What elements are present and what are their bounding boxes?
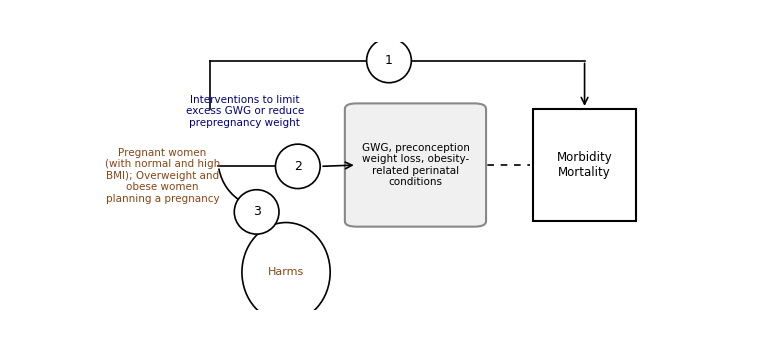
Text: Interventions to limit
excess GWG or reduce
prepregnancy weight: Interventions to limit excess GWG or red… <box>186 95 304 128</box>
Text: Harms: Harms <box>268 267 304 277</box>
FancyBboxPatch shape <box>345 103 486 227</box>
Text: 2: 2 <box>294 160 302 173</box>
Ellipse shape <box>235 190 279 234</box>
Ellipse shape <box>242 222 330 322</box>
Text: 1: 1 <box>385 54 393 67</box>
Text: Pregnant women
(with normal and high
BMI); Overweight and
obese women
planning a: Pregnant women (with normal and high BMI… <box>105 148 220 204</box>
Text: GWG, preconception
weight loss, obesity-
related perinatal
conditions: GWG, preconception weight loss, obesity-… <box>361 143 469 188</box>
Ellipse shape <box>276 144 320 189</box>
FancyBboxPatch shape <box>533 109 636 221</box>
Ellipse shape <box>367 38 411 83</box>
Text: 3: 3 <box>253 205 260 219</box>
Text: Morbidity
Mortality: Morbidity Mortality <box>556 151 613 179</box>
